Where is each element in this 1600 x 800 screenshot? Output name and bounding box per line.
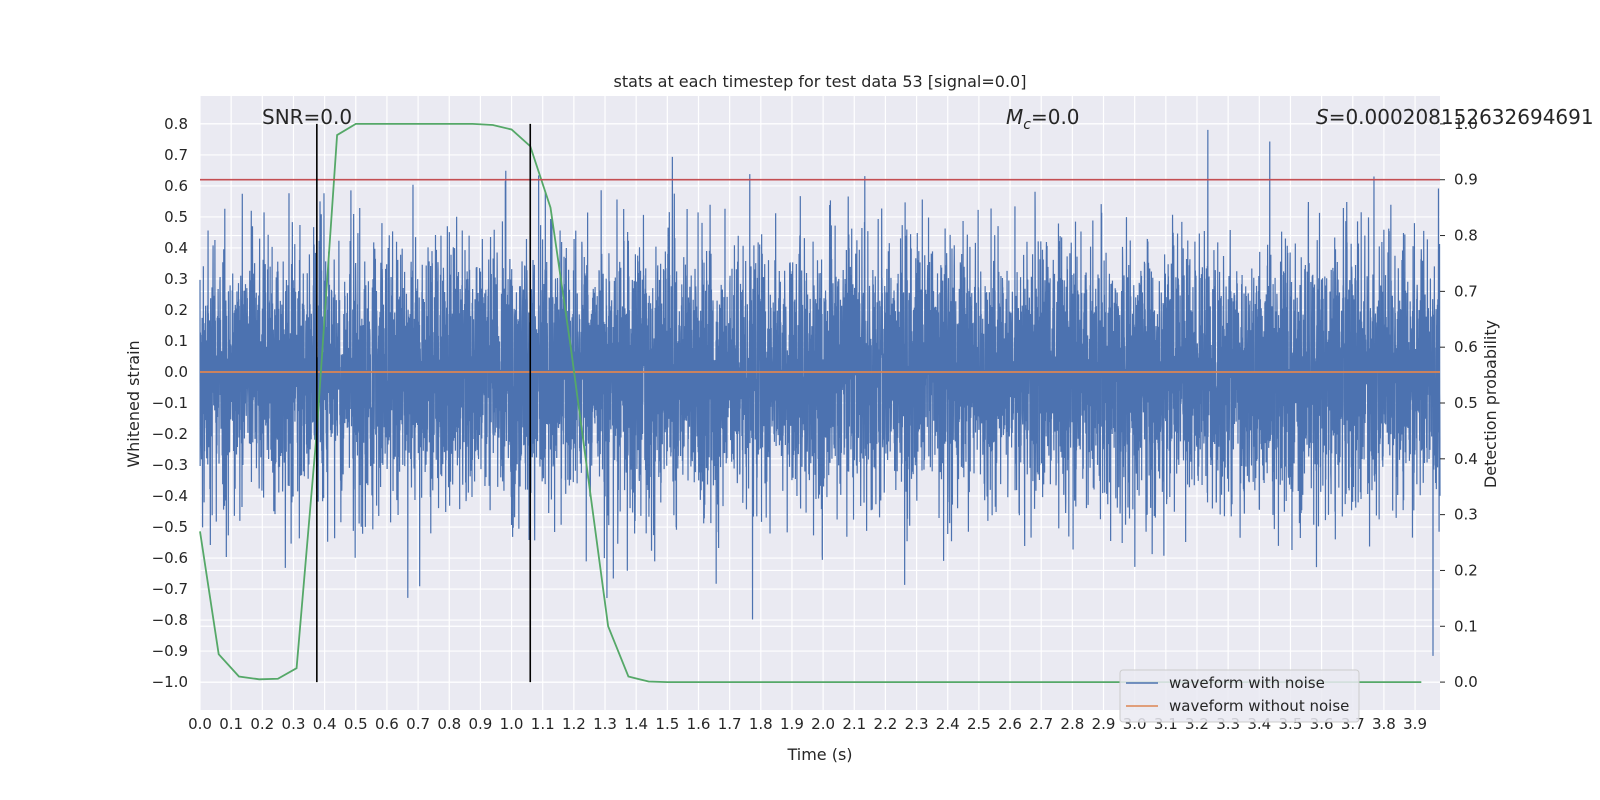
x-tick-label: 1.6 bbox=[687, 715, 711, 733]
legend-label-noise: waveform with noise bbox=[1169, 674, 1325, 692]
legend-box bbox=[1119, 669, 1360, 723]
statistic-symbol: S bbox=[1316, 105, 1329, 129]
y-tick-label: −0.5 bbox=[152, 518, 188, 536]
chirp-mass-symbol: M bbox=[1006, 105, 1023, 129]
y-tick-label: 0.3 bbox=[164, 270, 188, 288]
y2-tick-label: 0.4 bbox=[1454, 450, 1478, 468]
y2-tick-labels: 1.0 0.9 0.8 0.7 0.6 0.5 0.4 0.3 0.2 0.1 0.0 bbox=[1440, 115, 1478, 691]
y2-axis-label: Detection probability bbox=[1481, 320, 1500, 488]
marker-lines bbox=[316, 123, 532, 683]
chirp-mass-value: =0.0 bbox=[1031, 105, 1080, 129]
x-tick-label: 3.9 bbox=[1403, 715, 1427, 733]
y-tick-labels: 0.8 0.7 0.6 0.5 0.4 0.3 0.2 0.1 0.0 −0.1 −0.2 −0.3 −… bbox=[152, 115, 188, 691]
y2-tick-label: 0.9 bbox=[1454, 171, 1478, 189]
x-tick-label: 1.0 bbox=[500, 715, 524, 733]
statistic-annotation: S=0.000208152632694691 bbox=[1316, 105, 1594, 129]
y-tick-label: 0.1 bbox=[164, 332, 188, 350]
y-tick-label: −0.6 bbox=[152, 549, 188, 567]
x-tick-label: 0.2 bbox=[250, 715, 274, 733]
x-tick-label: 2.8 bbox=[1060, 715, 1084, 733]
y2-tick-label: 0.5 bbox=[1454, 394, 1478, 412]
x-tick-label: 0.8 bbox=[437, 715, 461, 733]
y-tick-label: 0.5 bbox=[164, 208, 188, 226]
x-tick-label: 0.6 bbox=[375, 715, 399, 733]
y-tick-label: −0.4 bbox=[152, 487, 188, 505]
chirp-mass-subscript: c bbox=[1023, 117, 1031, 133]
x-tick-label: 2.6 bbox=[998, 715, 1022, 733]
statistic-value: =0.000208152632694691 bbox=[1329, 105, 1594, 129]
x-tick-label: 0.5 bbox=[344, 715, 368, 733]
x-tick-label: 1.9 bbox=[780, 715, 804, 733]
y2-tick-label: 0.2 bbox=[1454, 561, 1478, 579]
x-tick-label: 0.4 bbox=[313, 715, 337, 733]
x-tick-label: 2.1 bbox=[842, 715, 866, 733]
y-tick-label: −0.9 bbox=[152, 642, 188, 660]
noise-line bbox=[199, 129, 1441, 656]
y2-tick-label: 1.0 bbox=[1454, 115, 1478, 133]
y-tick-label: 0.2 bbox=[164, 301, 188, 319]
y-axis-label: Whitened strain bbox=[124, 340, 143, 467]
x-tick-label: 0.7 bbox=[406, 715, 430, 733]
y-tick-label: 0.6 bbox=[164, 177, 188, 195]
x-tick-label: 1.3 bbox=[593, 715, 617, 733]
y-tick-label: 0.4 bbox=[164, 239, 188, 257]
y-tick-label: −0.1 bbox=[152, 394, 188, 412]
snr-annotation: SNR=0.0 bbox=[262, 105, 352, 129]
y-tick-label: 0.7 bbox=[164, 146, 188, 164]
x-tick-label: 2.2 bbox=[873, 715, 897, 733]
x-axis-label: Time (s) bbox=[786, 745, 852, 764]
y2-tick-label: 0.7 bbox=[1454, 282, 1478, 300]
chart-title: stats at each timestep for test data 53 … bbox=[614, 72, 1027, 91]
x-tick-label: 2.7 bbox=[1029, 715, 1053, 733]
x-tick-label: 0.1 bbox=[219, 715, 243, 733]
x-tick-label: 2.9 bbox=[1092, 715, 1116, 733]
y-tick-label: −0.2 bbox=[152, 425, 188, 443]
x-tick-label: 1.5 bbox=[655, 715, 679, 733]
x-tick-label: 0.3 bbox=[282, 715, 306, 733]
legend-label-clean: waveform without noise bbox=[1169, 697, 1349, 715]
y2-tick-label: 0.0 bbox=[1454, 673, 1478, 691]
y-tick-label: 0.0 bbox=[164, 363, 188, 381]
y-tick-label: −0.7 bbox=[152, 580, 188, 598]
chirp-mass-annotation: Mc=0.0 bbox=[1006, 105, 1080, 133]
x-tick-label: 0.0 bbox=[188, 715, 212, 733]
x-tick-label: 1.2 bbox=[562, 715, 586, 733]
x-tick-label: 3.8 bbox=[1372, 715, 1396, 733]
x-tick-label: 1.7 bbox=[718, 715, 742, 733]
x-tick-label: 2.0 bbox=[811, 715, 835, 733]
legend: waveform with noise waveform without noi… bbox=[1119, 669, 1360, 723]
x-tick-label: 2.5 bbox=[967, 715, 991, 733]
y-tick-label: −0.3 bbox=[152, 456, 188, 474]
x-tick-label: 2.3 bbox=[905, 715, 929, 733]
y2-tick-label: 0.3 bbox=[1454, 506, 1478, 524]
y-tick-label: −1.0 bbox=[152, 673, 188, 691]
x-tick-label: 1.8 bbox=[749, 715, 773, 733]
x-tick-label: 1.1 bbox=[531, 715, 555, 733]
y2-tick-label: 0.6 bbox=[1454, 338, 1478, 356]
noise-series bbox=[199, 129, 1441, 656]
x-tick-label: 0.9 bbox=[468, 715, 492, 733]
x-tick-label: 2.4 bbox=[936, 715, 960, 733]
y-tick-label: 0.8 bbox=[164, 115, 188, 133]
y2-tick-label: 0.8 bbox=[1454, 227, 1478, 245]
x-tick-label: 1.4 bbox=[624, 715, 648, 733]
y-tick-label: −0.8 bbox=[152, 611, 188, 629]
y2-tick-label: 0.1 bbox=[1454, 617, 1478, 635]
